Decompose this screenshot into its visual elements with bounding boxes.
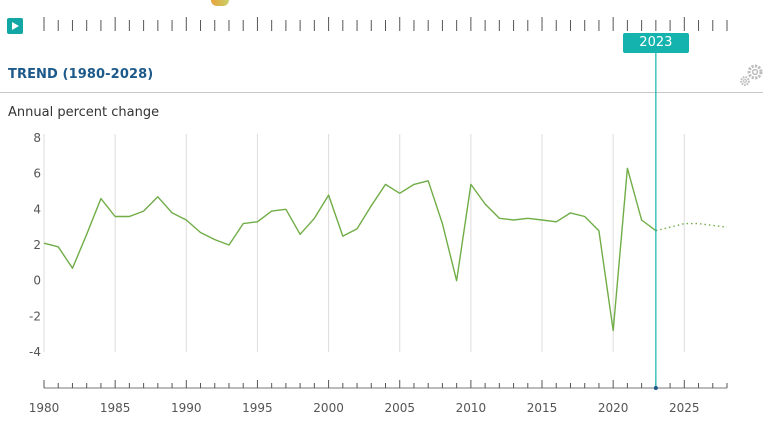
y-tick-label: 0 — [33, 274, 41, 288]
forecast-line — [655, 222, 728, 232]
x-tick-label: 2015 — [527, 401, 558, 415]
y-tick-label: 4 — [33, 202, 41, 216]
y-tick-label: 2 — [33, 238, 41, 252]
play-button[interactable] — [7, 18, 23, 34]
x-tick-label: 2010 — [456, 401, 487, 415]
y-tick-label: 6 — [33, 167, 41, 181]
x-tick-label: 2000 — [313, 401, 344, 415]
x-tick-label: 1985 — [100, 401, 131, 415]
x-tick-label: 2020 — [598, 401, 629, 415]
y-tick-label: -4 — [29, 345, 41, 359]
section-title: TREND (1980-2028) — [8, 67, 154, 82]
x-tick-label: 1995 — [242, 401, 273, 415]
gear-icon[interactable] — [738, 63, 766, 87]
x-tick-label: 1980 — [29, 401, 60, 415]
y-axis-label: Annual percent change — [8, 105, 160, 120]
x-tick-label: 2005 — [384, 401, 415, 415]
year-badge[interactable]: 2023 — [622, 33, 689, 53]
x-tick-label: 2025 — [669, 401, 700, 415]
x-tick-label: 1990 — [171, 401, 202, 415]
year-marker-handle — [653, 386, 658, 390]
history-line — [43, 167, 657, 332]
title-divider — [0, 92, 763, 93]
play-icon — [12, 22, 19, 30]
y-tick-label: 8 — [33, 131, 41, 145]
logo-fragment — [211, 0, 229, 6]
y-tick-label: -2 — [29, 309, 41, 323]
